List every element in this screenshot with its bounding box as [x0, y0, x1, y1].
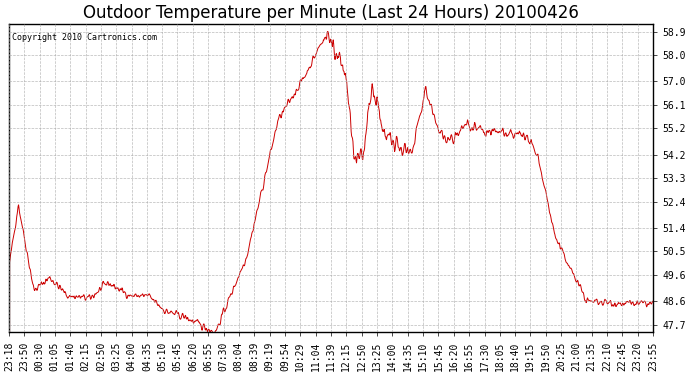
Title: Outdoor Temperature per Minute (Last 24 Hours) 20100426: Outdoor Temperature per Minute (Last 24 …	[83, 4, 579, 22]
Text: Copyright 2010 Cartronics.com: Copyright 2010 Cartronics.com	[12, 33, 157, 42]
